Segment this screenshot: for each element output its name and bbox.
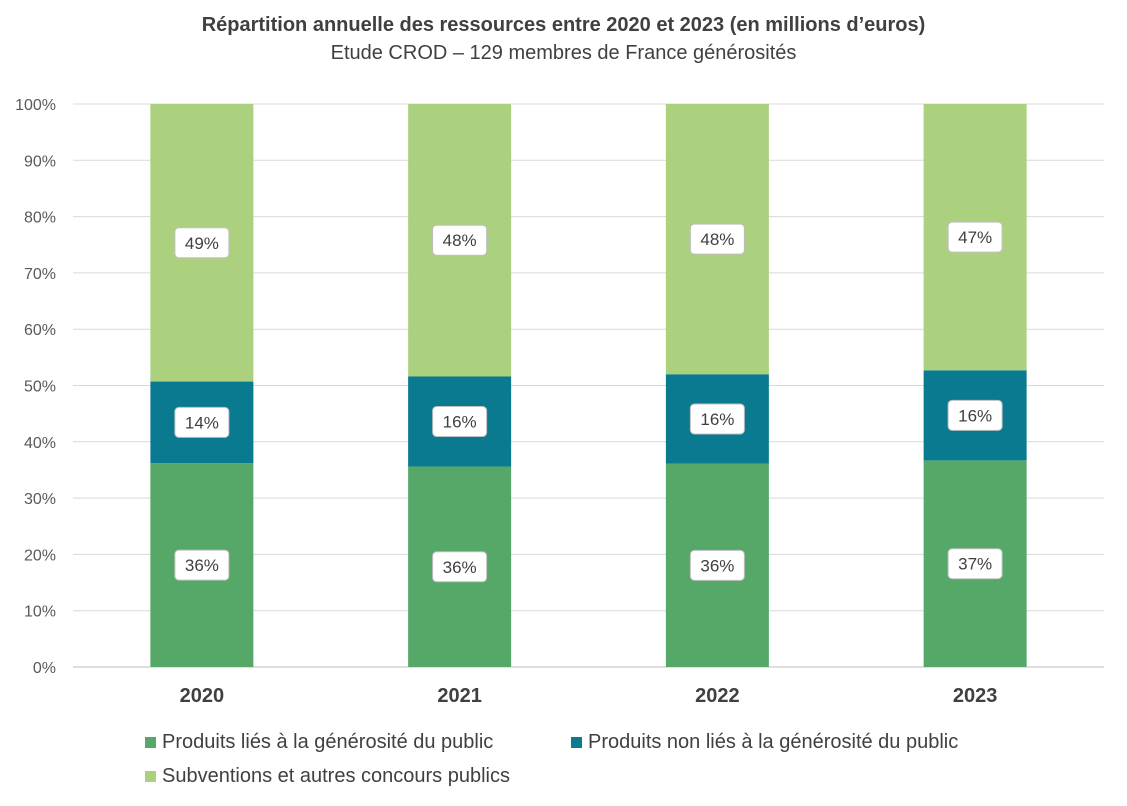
x-tick-label: 2023	[953, 685, 998, 707]
y-tick-label: 100%	[15, 97, 56, 114]
y-tick-label: 0%	[33, 660, 56, 677]
legend-swatch	[145, 737, 156, 748]
data-label: 14%	[185, 413, 219, 432]
legend-label: Produits non liés à la générosité du pub…	[588, 731, 959, 753]
data-label: 48%	[443, 231, 477, 250]
chart-subtitle: Etude CROD – 129 membres de France génér…	[330, 42, 797, 64]
legend-item-generosite: Produits liés à la générosité du public	[145, 731, 493, 754]
data-label-box	[174, 227, 230, 259]
x-axis-ticks: 2020 2021 2022 2023	[180, 685, 998, 707]
y-tick-label: 80%	[24, 210, 56, 227]
data-label: 16%	[443, 413, 477, 432]
stacked-bar-chart: 0% 10% 20% 30% 40% 50% 60% 70% 80% 90% 100% 36% 14%…	[15, 97, 1104, 707]
y-tick-label: 20%	[24, 547, 56, 564]
data-label: 36%	[700, 556, 734, 575]
legend-label: Subventions et autres concours publics	[162, 765, 510, 787]
data-label: 36%	[185, 556, 219, 575]
y-tick-label: 90%	[24, 153, 56, 170]
data-label-box	[947, 399, 1003, 431]
data-label: 16%	[958, 406, 992, 425]
data-label: 16%	[700, 410, 734, 429]
data-labels: 36% 14% 49% 36% 16% 48% 36% 16% 48% 37% 16% 47%	[174, 221, 1003, 583]
data-label-box	[432, 551, 488, 583]
data-label-box	[689, 403, 745, 435]
data-label-box	[174, 406, 230, 438]
data-label: 36%	[443, 558, 477, 577]
legend-item-subventions: Subventions et autres concours publics	[145, 765, 510, 788]
data-label: 49%	[185, 234, 219, 253]
data-label: 48%	[700, 230, 734, 249]
legend-swatch	[571, 737, 582, 748]
legend-swatch	[145, 771, 156, 782]
data-label: 47%	[958, 228, 992, 247]
data-label-box	[174, 549, 230, 581]
y-tick-label: 30%	[24, 491, 56, 508]
y-tick-label: 10%	[24, 604, 56, 621]
data-label-box	[689, 549, 745, 581]
y-axis-ticks: 0% 10% 20% 30% 40% 50% 60% 70% 80% 90% 100%	[15, 97, 56, 677]
data-label-box	[947, 548, 1003, 580]
data-label-box	[689, 223, 745, 255]
data-label: 37%	[958, 555, 992, 574]
x-tick-label: 2022	[695, 685, 740, 707]
data-label-box	[947, 221, 1003, 253]
y-tick-label: 60%	[24, 322, 56, 339]
chart-title: Répartition annuelle des ressources entr…	[201, 14, 926, 36]
legend-label: Produits liés à la générosité du public	[162, 731, 494, 753]
legend-item-non-generosite: Produits non liés à la générosité du pub…	[571, 731, 958, 754]
data-label-box	[432, 224, 488, 256]
data-label-box	[432, 406, 488, 438]
x-tick-label: 2021	[437, 685, 482, 707]
x-tick-label: 2020	[180, 685, 225, 707]
y-tick-label: 50%	[24, 379, 56, 396]
y-tick-label: 40%	[24, 435, 56, 452]
y-tick-label: 70%	[24, 266, 56, 283]
